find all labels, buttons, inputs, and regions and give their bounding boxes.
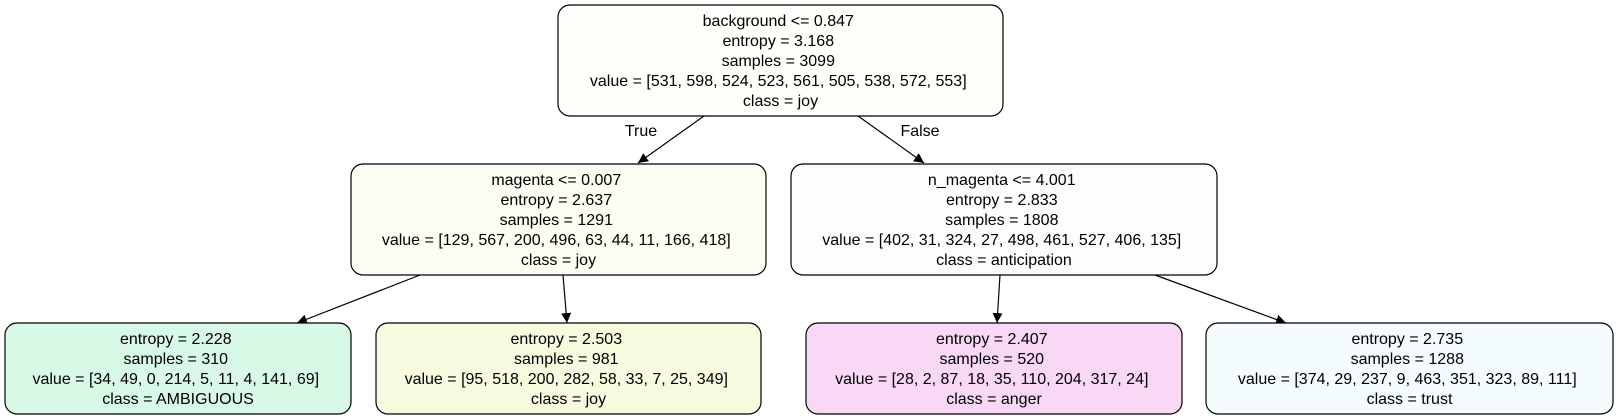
node-text: magenta <= 0.007 entropy = 2.637 samples…: [382, 172, 735, 269]
node-text: entropy = 2.228 samples = 310 value = [3…: [32, 331, 323, 408]
node-left-left: entropy = 2.228 samples = 310 value = [3…: [4, 322, 352, 415]
node-text: n_magenta <= 4.001 entropy = 2.833 sampl…: [822, 172, 1185, 269]
node-samples: samples = 310: [124, 351, 229, 368]
node-box: [557, 4, 1004, 117]
node-class: class = AMBIGUOUS: [102, 391, 254, 408]
node-value: value = [34, 49, 0, 214, 5, 11, 4, 141, …: [32, 371, 319, 388]
node-value: value = [531, 598, 524, 523, 561, 505, 5…: [590, 73, 967, 90]
edge-right-rr: [1154, 274, 1287, 325]
node-box: [790, 163, 1218, 276]
node-right-left: entropy = 2.407 samples = 520 value = [2…: [805, 322, 1183, 415]
node-class: class = joy: [743, 93, 818, 110]
edge-right-rl: [992, 274, 1003, 324]
node-value: value = [28, 2, 87, 18, 35, 110, 204, 31…: [835, 371, 1148, 388]
node-class: class = anger: [946, 391, 1042, 408]
node-split: background <= 0.847: [703, 13, 854, 30]
node-right-right: entropy = 2.735 samples = 1288 value = […: [1205, 322, 1614, 415]
node-entropy: entropy = 2.833: [946, 192, 1058, 209]
node-entropy: entropy = 3.168: [722, 33, 834, 50]
node-samples: samples = 1291: [500, 212, 614, 229]
node-entropy: entropy = 2.735: [1351, 331, 1463, 348]
node-entropy: entropy = 2.503: [510, 331, 622, 348]
node-class: class = anticipation: [936, 252, 1072, 269]
node-right: n_magenta <= 4.001 entropy = 2.833 sampl…: [790, 163, 1218, 276]
node-box: [1205, 322, 1614, 415]
node-text: background <= 0.847 entropy = 3.168 samp…: [590, 13, 971, 110]
node-text: entropy = 2.503 samples = 981 value = [9…: [405, 331, 733, 408]
node-split: n_magenta <= 4.001: [928, 172, 1076, 189]
node-text: entropy = 2.407 samples = 520 value = [2…: [835, 331, 1153, 408]
node-entropy: entropy = 2.407: [936, 331, 1048, 348]
node-box: [350, 163, 767, 276]
node-box: [805, 322, 1183, 415]
node-text: entropy = 2.735 samples = 1288 value = […: [1238, 331, 1581, 408]
node-value: value = [95, 518, 200, 282, 58, 33, 7, 2…: [405, 371, 728, 388]
node-samples: samples = 1808: [945, 212, 1059, 229]
node-class: class = joy: [521, 252, 596, 269]
node-left-right: entropy = 2.503 samples = 981 value = [9…: [375, 322, 762, 415]
node-root: background <= 0.847 entropy = 3.168 samp…: [557, 4, 1004, 117]
node-class: class = joy: [531, 391, 606, 408]
edge-label-false: False: [900, 123, 939, 140]
node-class: class = trust: [1367, 391, 1453, 408]
edge-left-ll: [296, 274, 421, 325]
node-value: value = [402, 31, 324, 27, 498, 461, 527…: [822, 232, 1181, 249]
node-entropy: entropy = 2.228: [120, 331, 232, 348]
edge-left-lr: [561, 274, 572, 324]
node-samples: samples = 981: [514, 351, 619, 368]
node-samples: samples = 3099: [722, 53, 836, 70]
node-box: [375, 322, 762, 415]
node-value: value = [374, 29, 237, 9, 463, 351, 323,…: [1238, 371, 1577, 388]
node-entropy: entropy = 2.637: [500, 192, 612, 209]
node-value: value = [129, 567, 200, 496, 63, 44, 11,…: [382, 232, 731, 249]
edge-root-left: [637, 115, 705, 164]
edges: [296, 115, 1287, 325]
node-box: [4, 322, 352, 415]
edge-label-true: True: [625, 123, 657, 140]
edge-root-right: [857, 115, 925, 164]
node-left: magenta <= 0.007 entropy = 2.637 samples…: [350, 163, 767, 276]
node-samples: samples = 520: [940, 351, 1045, 368]
node-samples: samples = 1288: [1351, 351, 1465, 368]
node-split: magenta <= 0.007: [491, 172, 621, 189]
